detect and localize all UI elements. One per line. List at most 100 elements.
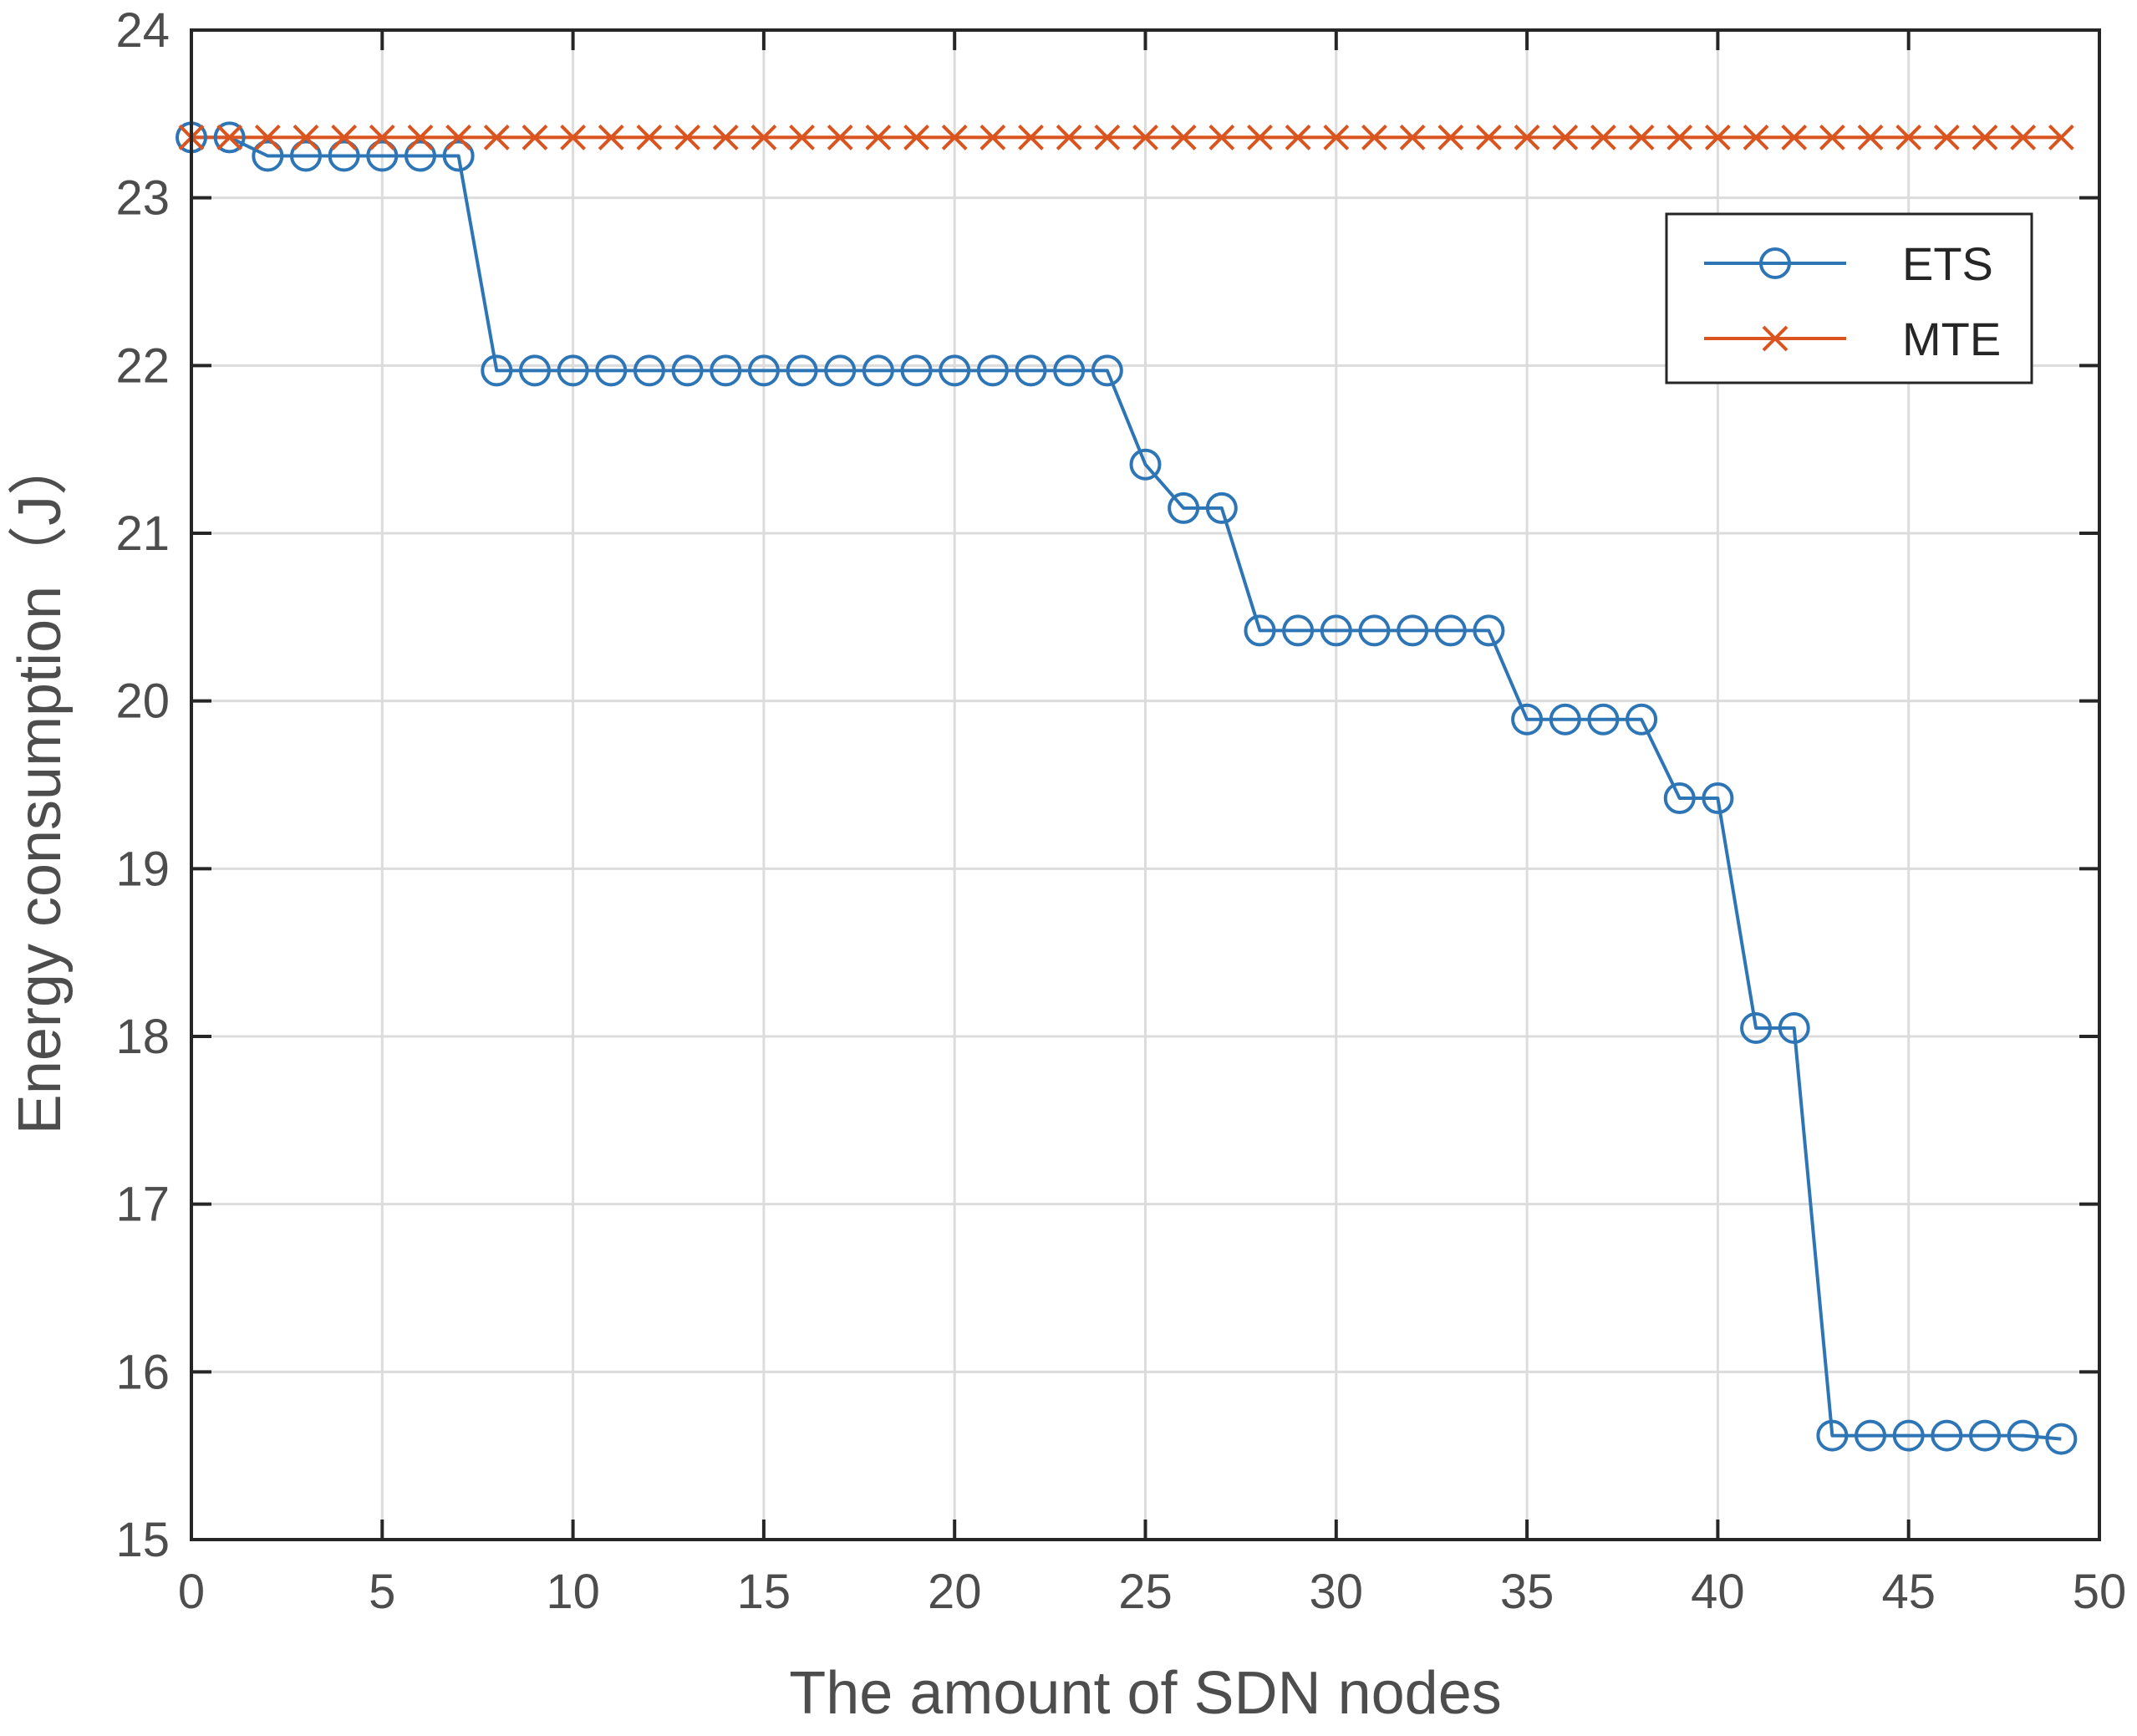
series-line-ets [191, 135, 2062, 1441]
data-point-mte [1590, 125, 1616, 150]
legend-marker-mte [1762, 325, 1788, 352]
data-point-ets [404, 140, 436, 172]
data-point-mte [254, 125, 281, 150]
data-point-ets [747, 354, 780, 387]
data-point-ets [1740, 1011, 1773, 1044]
data-point-mte [293, 125, 319, 150]
x-tick-label: 40 [1691, 1565, 1745, 1619]
data-point-ets [1511, 703, 1544, 736]
data-point-ets [1663, 782, 1696, 815]
y-tick-label: 22 [115, 339, 170, 393]
data-point-mte [1933, 125, 1960, 150]
y-tick-label: 15 [115, 1513, 170, 1567]
data-point-ets [1205, 491, 1238, 524]
data-point-ets [2045, 1423, 2078, 1455]
series-markers [176, 121, 2078, 1455]
data-point-ets [824, 354, 857, 387]
legend-x-mark [1762, 325, 1788, 352]
data-point-mte [674, 125, 700, 150]
y-tick-label: 20 [115, 675, 170, 729]
data-point-ets [1892, 1419, 1925, 1452]
data-point-ets [252, 140, 284, 172]
data-point-ets [518, 354, 551, 387]
data-point-mte [1323, 125, 1350, 150]
data-point-mte [2010, 125, 2037, 150]
data-point-ets [710, 354, 742, 387]
data-point-mte [1361, 125, 1387, 150]
data-point-mte [1819, 125, 1845, 150]
data-point-mte [1208, 125, 1235, 150]
data-point-ets [1969, 1419, 2002, 1452]
data-point-ets [1282, 614, 1315, 647]
data-point-ets [1397, 614, 1429, 647]
x-tick-label: 30 [1310, 1565, 1364, 1619]
data-point-ets [328, 140, 360, 172]
data-point-ets [1015, 354, 1047, 387]
data-point-ets [1129, 448, 1162, 481]
data-point-mte [750, 125, 777, 150]
data-point-ets [595, 354, 628, 387]
x-tick-label: 25 [1118, 1565, 1173, 1619]
series-lines [191, 135, 2062, 1441]
data-point-ets [862, 354, 894, 387]
data-point-ets [557, 354, 589, 387]
data-point-ets [939, 354, 971, 387]
legend-label-mte: MTE [1902, 313, 2001, 365]
x-axis-title: The amount of SDN nodes [789, 1660, 1501, 1727]
data-point-mte [1132, 125, 1158, 150]
data-point-mte [1857, 125, 1884, 150]
data-point-ets [1473, 614, 1505, 647]
data-point-ets [1587, 703, 1620, 736]
data-point-ets [1778, 1011, 1810, 1044]
data-point-mte [636, 125, 663, 150]
data-point-ets [1855, 1419, 1887, 1452]
data-point-ets [213, 121, 246, 154]
data-point-mte [1704, 125, 1731, 150]
data-point-mte [827, 125, 853, 150]
data-point-ets [1358, 614, 1391, 647]
y-tick-label: 18 [115, 1010, 170, 1064]
data-point-mte [1628, 125, 1655, 150]
x-tick-label: 50 [2073, 1565, 2127, 1619]
data-point-mte [445, 125, 472, 150]
data-point-ets [289, 140, 322, 172]
data-point-mte [1895, 125, 1922, 150]
data-point-ets [481, 354, 513, 387]
data-point-ets [366, 140, 399, 172]
y-tick-label: 21 [115, 507, 170, 561]
data-point-mte [560, 125, 587, 150]
data-point-ets [1549, 703, 1581, 736]
data-point-ets [1244, 614, 1276, 647]
data-point-mte [216, 125, 243, 150]
data-point-mte [903, 125, 929, 150]
data-point-mte [979, 125, 1006, 150]
data-point-mte [1743, 125, 1769, 150]
legend-label-ets: ETS [1902, 237, 1993, 290]
data-point-ets [1702, 782, 1734, 815]
data-point-ets [1091, 354, 1123, 387]
data-point-mte [941, 125, 968, 150]
data-point-mte [1094, 125, 1121, 150]
data-point-mte [331, 125, 358, 150]
legend-box [1665, 212, 2033, 384]
data-point-mte [1552, 125, 1579, 150]
y-tick-label: 24 [115, 3, 170, 58]
y-tick-label: 16 [115, 1345, 170, 1399]
data-point-mte [1972, 125, 1998, 150]
data-point-mte [1666, 125, 1693, 150]
data-point-ets [900, 354, 933, 387]
y-tick-label: 23 [115, 171, 170, 226]
data-point-mte [1170, 125, 1197, 150]
data-point-ets [1626, 703, 1658, 736]
data-point-ets [1931, 1419, 1963, 1452]
x-tick-label: 35 [1500, 1565, 1554, 1619]
data-point-mte [598, 125, 624, 150]
x-tick-label: 10 [546, 1565, 600, 1619]
data-point-mte [522, 125, 548, 150]
data-point-ets [1053, 354, 1086, 387]
data-point-mte [369, 125, 395, 150]
x-tick-label: 15 [737, 1565, 791, 1619]
data-point-ets [2007, 1419, 2039, 1452]
data-point-mte [483, 125, 510, 150]
